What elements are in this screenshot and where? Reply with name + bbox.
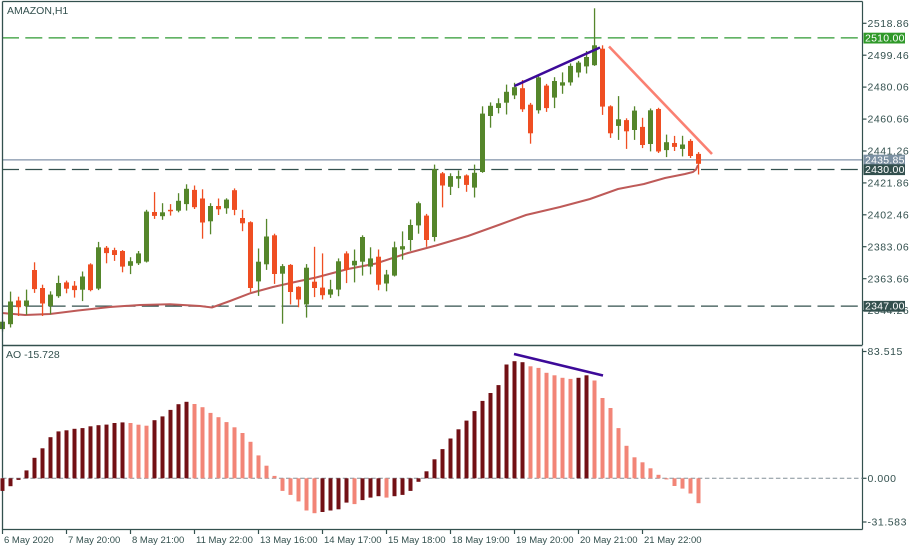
svg-text:8 May 21:00: 8 May 21:00 — [132, 535, 184, 546]
svg-text:13 May 16:00: 13 May 16:00 — [260, 535, 318, 546]
svg-text:2402.46: 2402.46 — [868, 209, 910, 221]
svg-text:7 May 20:00: 7 May 20:00 — [68, 535, 120, 546]
svg-text:2499.46: 2499.46 — [868, 50, 910, 62]
svg-text:2480.06: 2480.06 — [868, 82, 910, 94]
svg-text:2510.00: 2510.00 — [865, 33, 905, 45]
svg-text:21 May 22:00: 21 May 22:00 — [644, 535, 702, 546]
svg-text:14 May 17:00: 14 May 17:00 — [324, 535, 382, 546]
svg-text:11 May 22:00: 11 May 22:00 — [196, 535, 253, 546]
svg-text:2441.26: 2441.26 — [868, 146, 910, 158]
svg-text:20 May 21:00: 20 May 21:00 — [580, 535, 638, 546]
svg-text:19 May 20:00: 19 May 20:00 — [516, 535, 574, 546]
svg-text:2363.66: 2363.66 — [868, 273, 910, 285]
svg-text:AO -15.728: AO -15.728 — [6, 349, 60, 361]
svg-text:2421.86: 2421.86 — [868, 178, 910, 190]
svg-text:2430.00: 2430.00 — [865, 164, 905, 176]
svg-text:2435.85: 2435.85 — [865, 155, 905, 167]
svg-text:-31.583: -31.583 — [868, 517, 907, 529]
svg-text:2518.86: 2518.86 — [868, 18, 910, 30]
svg-text:2347.00: 2347.00 — [865, 301, 905, 313]
svg-text:2460.66: 2460.66 — [868, 114, 910, 126]
svg-text:15 May 18:00: 15 May 18:00 — [388, 535, 446, 546]
svg-text:18 May 19:00: 18 May 19:00 — [452, 535, 510, 546]
svg-text:AMAZON,H1: AMAZON,H1 — [7, 5, 68, 17]
svg-text:0.000: 0.000 — [868, 473, 897, 485]
svg-text:6 May 2020: 6 May 2020 — [4, 535, 54, 546]
svg-text:2383.06: 2383.06 — [868, 241, 910, 253]
svg-text:83.515: 83.515 — [868, 346, 903, 358]
